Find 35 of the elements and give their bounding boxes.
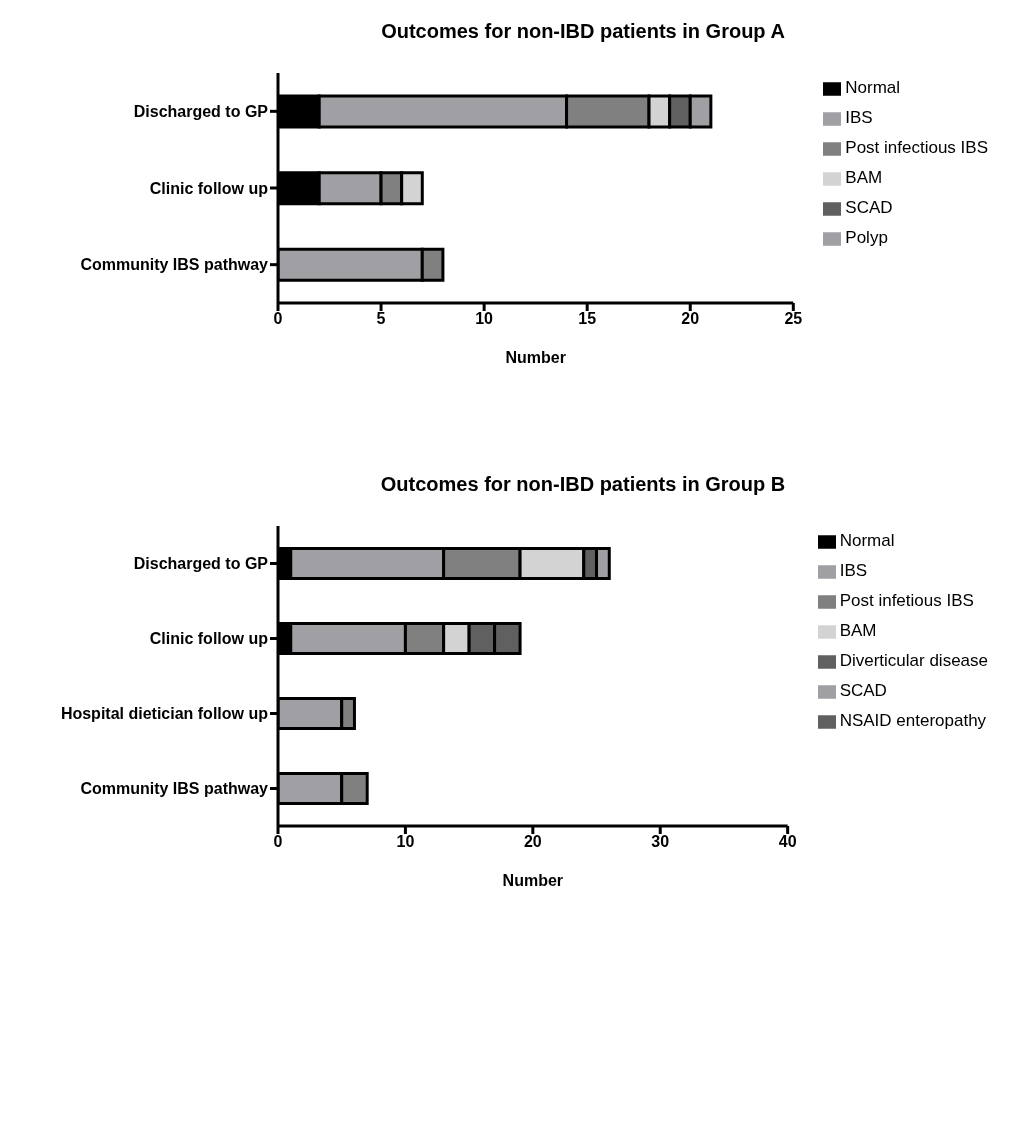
x-tick-label: 20 — [681, 310, 700, 328]
legend-label: Diverticular disease — [839, 651, 988, 670]
x-tick-label: 0 — [273, 310, 283, 328]
y-tick-label: Discharged to GP — [133, 555, 269, 573]
legend-label: SCAD — [845, 198, 893, 217]
x-tick-label: 5 — [376, 310, 386, 328]
legend-label: SCAD — [839, 681, 887, 700]
x-tick-label: 20 — [523, 833, 542, 851]
x-axis-title: Number — [505, 349, 566, 366]
legend-label: Post infectious IBS — [845, 138, 988, 157]
chart-title: Outcomes for non-IBD patients in Group A — [380, 20, 786, 43]
legend-label: NSAID enteropathy — [839, 711, 987, 730]
legend-label: Normal — [845, 78, 901, 97]
legend-label: IBS — [845, 108, 873, 127]
chart-title: Outcomes for non-IBD patients in Group B — [379, 473, 787, 496]
y-tick-label: Discharged to GP — [133, 103, 269, 121]
y-tick-label: Community IBS pathway — [80, 780, 269, 798]
x-tick-label: 40 — [778, 833, 797, 851]
y-tick-label: Clinic follow up — [149, 630, 269, 648]
legend-label: Polyp — [845, 228, 888, 247]
x-tick-label: 30 — [651, 833, 670, 851]
legend-label: Normal — [839, 531, 895, 550]
x-tick-label: 10 — [475, 310, 494, 328]
x-tick-label: 25 — [784, 310, 803, 328]
y-tick-label: Community IBS pathway — [80, 256, 269, 274]
legend-label: IBS — [839, 561, 868, 580]
y-tick-label: Hospital dietician follow up — [60, 705, 269, 723]
x-tick-label: 0 — [273, 833, 283, 851]
legend-label: BAM — [839, 621, 877, 640]
x-tick-label: 10 — [396, 833, 415, 851]
y-tick-label: Clinic follow up — [149, 179, 269, 197]
x-tick-label: 15 — [578, 310, 597, 328]
legend-label: BAM — [845, 168, 883, 187]
legend-label: Post infetious IBS — [839, 591, 974, 610]
x-axis-title: Number — [502, 872, 564, 889]
